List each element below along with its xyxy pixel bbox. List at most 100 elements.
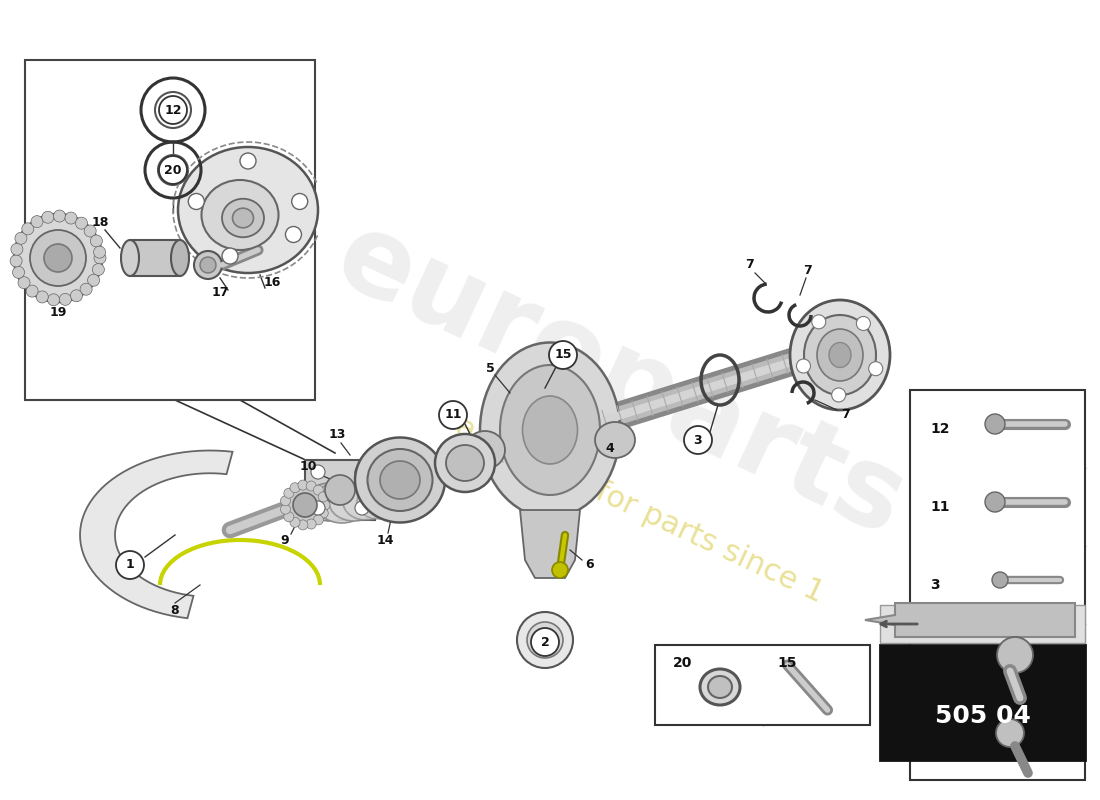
Circle shape	[70, 290, 82, 302]
Ellipse shape	[804, 315, 876, 395]
Ellipse shape	[829, 342, 851, 367]
Ellipse shape	[434, 434, 495, 492]
Ellipse shape	[500, 365, 600, 495]
Ellipse shape	[201, 180, 278, 250]
Circle shape	[984, 414, 1005, 434]
Text: 15: 15	[554, 349, 572, 362]
Ellipse shape	[222, 198, 264, 238]
Circle shape	[298, 480, 308, 490]
Bar	[130, 240, 180, 276]
Text: 5: 5	[485, 362, 494, 374]
Circle shape	[65, 212, 77, 224]
Text: 505 04: 505 04	[935, 704, 1031, 728]
Text: 13: 13	[328, 429, 345, 442]
Circle shape	[222, 248, 238, 264]
Circle shape	[439, 401, 468, 429]
Text: 9: 9	[280, 534, 289, 546]
Circle shape	[94, 246, 106, 258]
Circle shape	[283, 483, 327, 527]
Circle shape	[314, 515, 323, 525]
Circle shape	[92, 263, 104, 275]
Circle shape	[11, 243, 23, 255]
Circle shape	[355, 465, 368, 479]
Circle shape	[26, 285, 39, 297]
Text: a passion for parts since 1: a passion for parts since 1	[451, 412, 828, 608]
Circle shape	[76, 217, 88, 229]
Ellipse shape	[790, 300, 890, 410]
Ellipse shape	[329, 483, 379, 521]
Text: 17: 17	[211, 286, 229, 298]
Circle shape	[22, 223, 34, 235]
Ellipse shape	[708, 676, 732, 698]
Circle shape	[30, 230, 86, 286]
Circle shape	[552, 562, 568, 578]
Text: 20: 20	[164, 163, 182, 177]
Circle shape	[290, 518, 300, 527]
Text: 12: 12	[164, 103, 182, 117]
Circle shape	[869, 362, 882, 376]
Circle shape	[14, 214, 102, 302]
Polygon shape	[520, 510, 580, 578]
Circle shape	[85, 225, 96, 237]
Text: 15: 15	[778, 656, 798, 670]
Text: 11: 11	[444, 409, 462, 422]
Circle shape	[188, 194, 205, 210]
Circle shape	[997, 637, 1033, 673]
Circle shape	[992, 572, 1008, 588]
Circle shape	[324, 475, 355, 505]
Circle shape	[298, 520, 308, 530]
Bar	[880, 605, 1085, 643]
Circle shape	[549, 341, 578, 369]
Ellipse shape	[446, 445, 484, 481]
Text: 7: 7	[746, 258, 755, 271]
Circle shape	[857, 317, 870, 330]
Circle shape	[280, 496, 290, 506]
Polygon shape	[80, 450, 232, 618]
Circle shape	[160, 156, 187, 184]
Circle shape	[200, 257, 216, 273]
Text: 16: 16	[263, 275, 280, 289]
Ellipse shape	[700, 669, 740, 705]
Circle shape	[42, 211, 54, 223]
Bar	[305, 460, 375, 520]
Circle shape	[293, 493, 317, 517]
Circle shape	[15, 232, 26, 244]
Ellipse shape	[178, 147, 318, 273]
Text: 3: 3	[694, 434, 702, 446]
Text: 7: 7	[840, 409, 849, 422]
Circle shape	[160, 96, 187, 124]
Circle shape	[320, 500, 330, 510]
Circle shape	[832, 388, 846, 402]
Ellipse shape	[379, 461, 420, 499]
Circle shape	[18, 277, 30, 289]
Bar	[910, 390, 1085, 780]
Ellipse shape	[522, 396, 578, 464]
Text: 2: 2	[930, 656, 939, 670]
Circle shape	[517, 612, 573, 668]
Text: 6: 6	[585, 558, 594, 570]
Text: europarts: europarts	[319, 202, 921, 558]
Ellipse shape	[367, 449, 432, 511]
Circle shape	[527, 622, 563, 658]
Bar	[654, 645, 870, 725]
Text: 8: 8	[170, 603, 179, 617]
Ellipse shape	[121, 240, 139, 276]
Circle shape	[12, 266, 24, 278]
Circle shape	[306, 481, 316, 491]
Circle shape	[318, 508, 328, 518]
Circle shape	[796, 359, 811, 373]
Ellipse shape	[355, 438, 446, 522]
Ellipse shape	[315, 481, 368, 523]
Circle shape	[292, 194, 308, 210]
Circle shape	[80, 283, 92, 295]
Circle shape	[116, 551, 144, 579]
Circle shape	[531, 628, 559, 656]
Circle shape	[284, 512, 294, 522]
Ellipse shape	[343, 484, 389, 520]
Circle shape	[311, 465, 324, 479]
Text: 20: 20	[673, 656, 692, 670]
Circle shape	[984, 492, 1005, 512]
Circle shape	[306, 519, 316, 529]
Text: 12: 12	[930, 422, 949, 436]
Circle shape	[996, 719, 1024, 747]
